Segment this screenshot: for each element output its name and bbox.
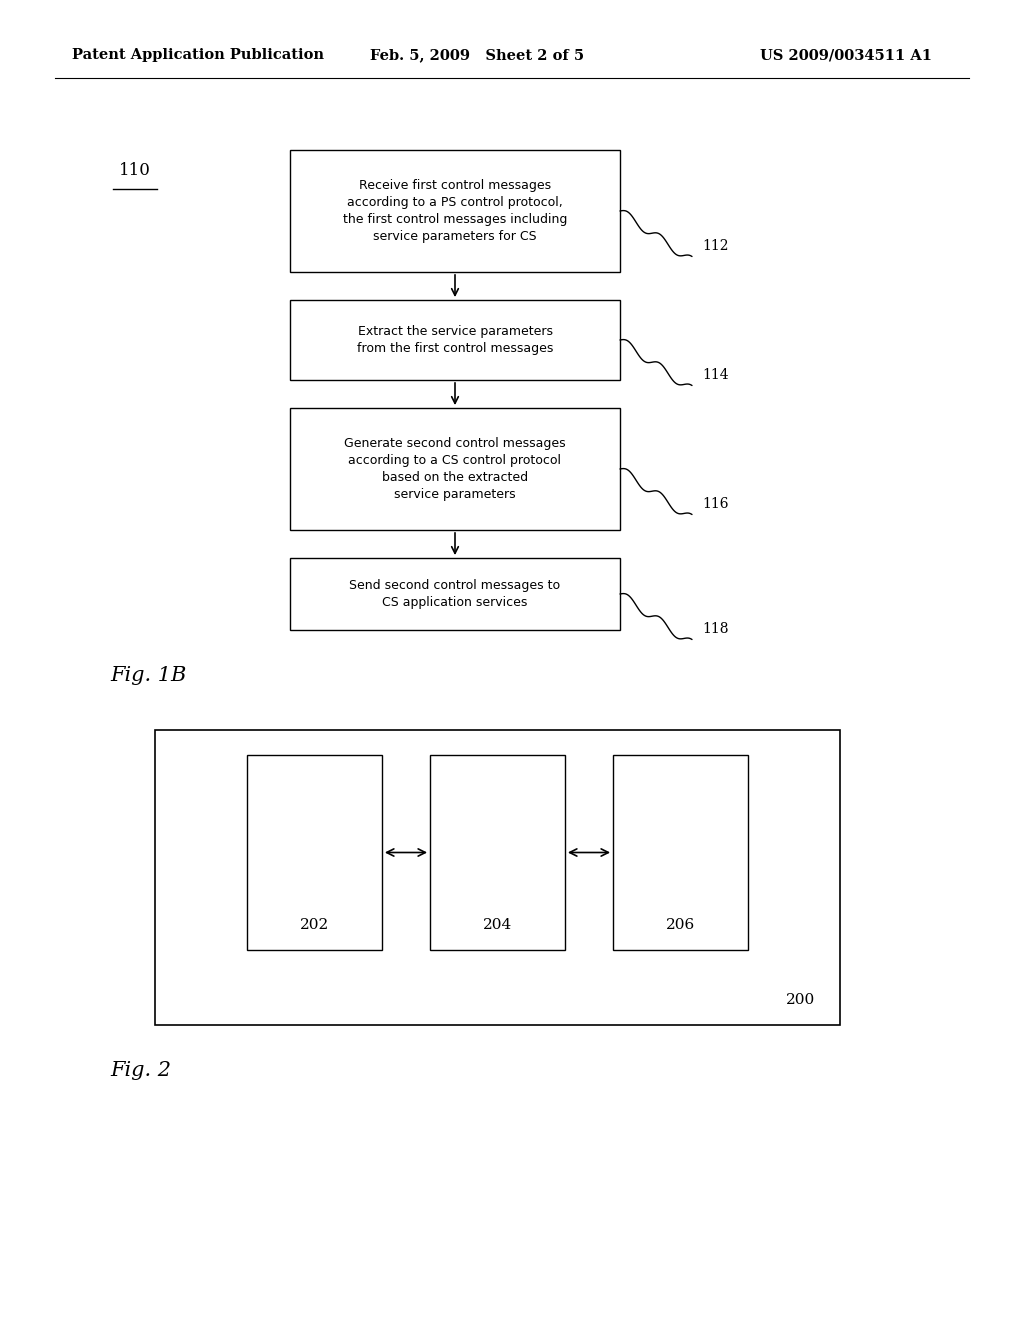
Text: 114: 114 — [702, 368, 729, 381]
Text: 204: 204 — [483, 917, 512, 932]
Text: 206: 206 — [666, 917, 695, 932]
Text: 200: 200 — [785, 993, 815, 1007]
Bar — [155, 730, 840, 1026]
Text: Generate second control messages
according to a CS control protocol
based on the: Generate second control messages accordi… — [344, 437, 566, 502]
Bar — [247, 755, 382, 950]
Text: Patent Application Publication: Patent Application Publication — [72, 48, 324, 62]
Text: 202: 202 — [300, 917, 329, 932]
Bar — [430, 755, 565, 950]
Text: Fig. 2: Fig. 2 — [110, 1060, 171, 1080]
Text: 112: 112 — [702, 239, 728, 253]
Bar — [613, 755, 748, 950]
Text: Send second control messages to
CS application services: Send second control messages to CS appli… — [349, 579, 560, 609]
Bar — [290, 300, 620, 380]
Bar — [290, 408, 620, 531]
Bar — [290, 150, 620, 272]
Text: 116: 116 — [702, 498, 728, 511]
Text: US 2009/0034511 A1: US 2009/0034511 A1 — [760, 48, 932, 62]
Text: Fig. 1B: Fig. 1B — [110, 665, 186, 685]
Text: 118: 118 — [702, 622, 728, 636]
Text: 110: 110 — [119, 162, 151, 180]
Text: Extract the service parameters
from the first control messages: Extract the service parameters from the … — [356, 325, 553, 355]
Text: Feb. 5, 2009   Sheet 2 of 5: Feb. 5, 2009 Sheet 2 of 5 — [370, 48, 584, 62]
Text: Receive first control messages
according to a PS control protocol,
the first con: Receive first control messages according… — [343, 180, 567, 243]
Bar — [290, 558, 620, 630]
